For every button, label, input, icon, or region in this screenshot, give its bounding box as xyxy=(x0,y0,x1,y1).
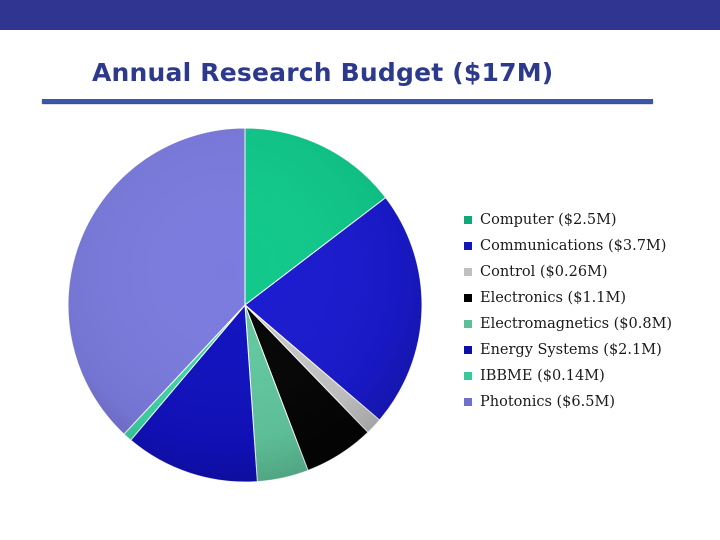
legend-label: Energy Systems ($2.1M) xyxy=(480,342,662,358)
legend-label: Electronics ($1.1M) xyxy=(480,290,627,306)
legend-label: Computer ($2.5M) xyxy=(480,212,617,228)
legend-swatch xyxy=(464,320,472,328)
legend-item-ibbme: IBBME ($0.14M) xyxy=(464,363,704,389)
legend-label: Photonics ($6.5M) xyxy=(480,394,615,410)
title-underline xyxy=(42,99,653,103)
legend-swatch xyxy=(464,242,472,250)
top-banner-bar xyxy=(0,0,720,30)
legend: Computer ($2.5M) Communications ($3.7M) … xyxy=(464,207,704,415)
legend-item-energy-systems: Energy Systems ($2.1M) xyxy=(464,337,704,363)
pie-shading-overlay xyxy=(68,128,422,482)
legend-item-control: Control ($0.26M) xyxy=(464,259,704,285)
legend-item-electromagnetics: Electromagnetics ($0.8M) xyxy=(464,311,704,337)
legend-item-communications: Communications ($3.7M) xyxy=(464,233,704,259)
legend-label: Electromagnetics ($0.8M) xyxy=(480,316,673,332)
legend-label: IBBME ($0.14M) xyxy=(480,368,605,384)
legend-swatch xyxy=(464,268,472,276)
legend-swatch xyxy=(464,346,472,354)
chart-title: Annual Research Budget ($17M) xyxy=(92,58,554,87)
legend-swatch xyxy=(464,372,472,380)
legend-swatch xyxy=(464,294,472,302)
legend-label: Control ($0.26M) xyxy=(480,264,608,280)
legend-item-computer: Computer ($2.5M) xyxy=(464,207,704,233)
legend-swatch xyxy=(464,216,472,224)
legend-label: Communications ($3.7M) xyxy=(480,238,667,254)
legend-swatch xyxy=(464,398,472,406)
legend-item-photonics: Photonics ($6.5M) xyxy=(464,389,704,415)
legend-item-electronics: Electronics ($1.1M) xyxy=(464,285,704,311)
